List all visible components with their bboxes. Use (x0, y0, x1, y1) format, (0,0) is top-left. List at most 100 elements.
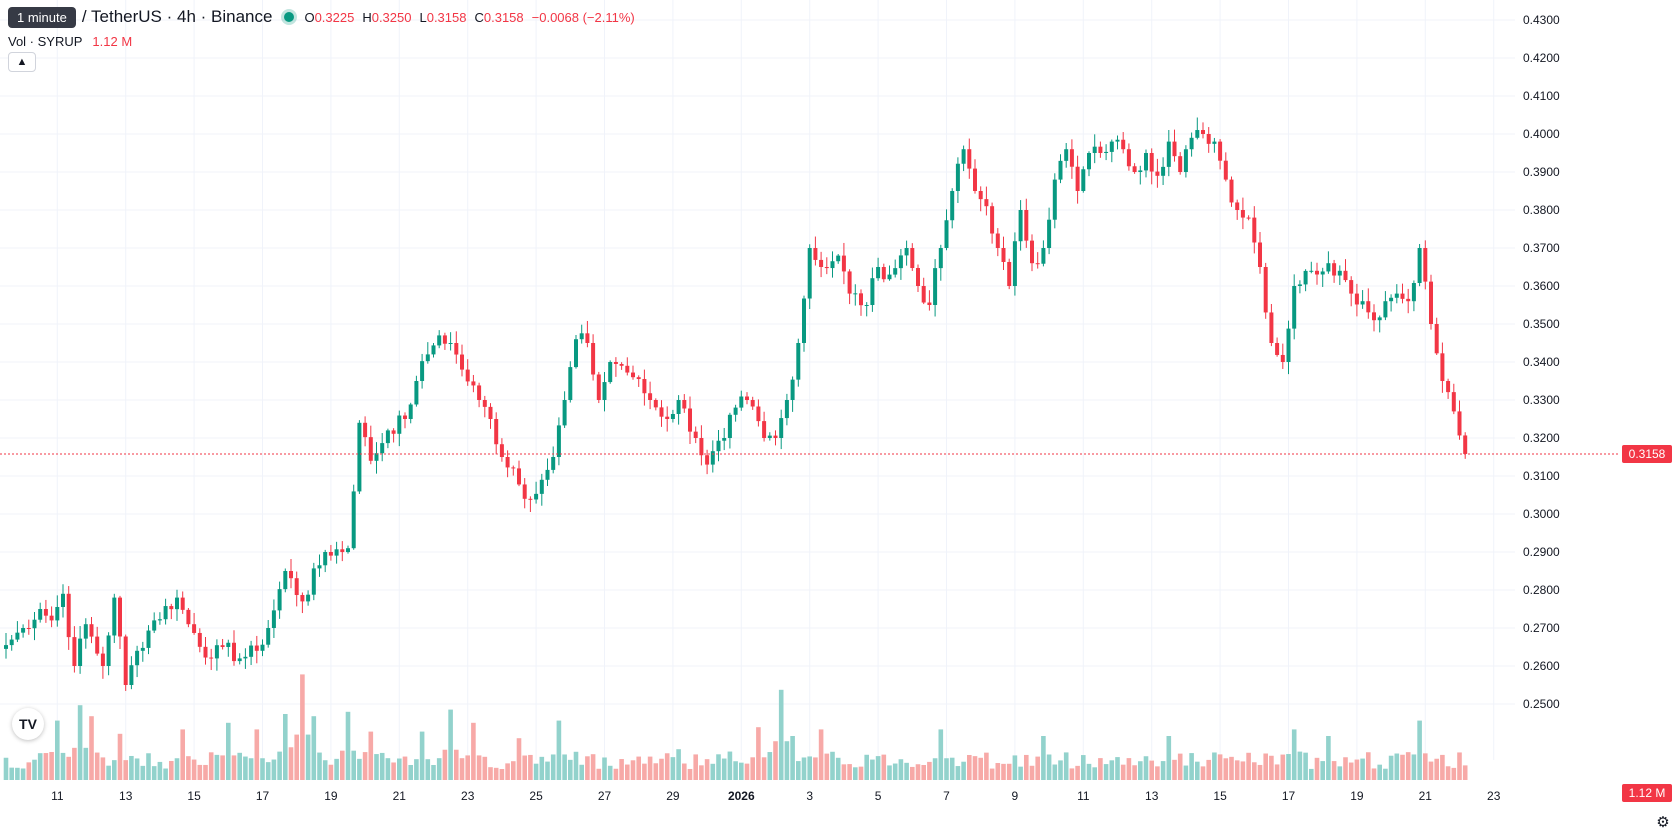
volume-bar (385, 758, 391, 780)
volume-bar (1155, 766, 1160, 780)
volume-bar (32, 759, 37, 780)
candle (482, 395, 487, 418)
volume-bar (585, 756, 590, 780)
candle (636, 375, 641, 387)
volume-bar (910, 766, 915, 780)
candle (1035, 252, 1040, 269)
volume-bar (1172, 759, 1177, 780)
candle (1223, 152, 1228, 182)
candle (796, 338, 801, 387)
candlesticks (4, 117, 1468, 691)
candle (653, 398, 658, 411)
candle (933, 259, 938, 317)
volume-bar (1081, 755, 1086, 780)
volume-bar (448, 709, 453, 780)
candle (613, 357, 618, 377)
volume-bar (163, 768, 168, 780)
candle (1320, 267, 1325, 287)
volume-bar (596, 768, 602, 780)
volume-label[interactable]: Vol · SYRUP (8, 33, 83, 49)
time-tick-label: 15 (1213, 789, 1227, 803)
volume-bar (362, 752, 368, 780)
candle (870, 267, 875, 312)
price-tick-label: 0.4000 (1523, 127, 1560, 141)
gear-icon[interactable]: ⚙ (1656, 814, 1670, 831)
candle (186, 607, 191, 628)
volume-bar (482, 756, 488, 780)
candle (591, 334, 596, 381)
volume-bar (1462, 765, 1468, 780)
candle (1377, 315, 1382, 333)
symbol-title[interactable]: / TetherUS · 4h · Binance (81, 7, 273, 26)
candle (454, 331, 459, 364)
market-status-icon[interactable] (284, 12, 295, 22)
candle (688, 396, 692, 444)
volume-bar (1348, 762, 1354, 780)
volume-bar (807, 756, 812, 780)
volume-bar (682, 763, 687, 780)
candle (670, 409, 675, 423)
volume-bar (556, 720, 562, 780)
volume-bar (1029, 765, 1035, 780)
candle (363, 416, 368, 447)
volume-bar (984, 752, 989, 780)
volume-bar (579, 764, 584, 780)
candle (374, 442, 379, 474)
candle (1155, 158, 1160, 188)
price-tick-label: 0.2900 (1523, 545, 1560, 559)
candle (146, 625, 151, 655)
volume-bar (203, 764, 208, 780)
chevron-up-icon[interactable]: ▲ (8, 52, 36, 72)
candle (169, 603, 174, 620)
volume-bar (197, 764, 203, 780)
candle (836, 254, 841, 264)
volume-bar (186, 756, 191, 780)
volume-bar (476, 755, 482, 780)
volume-bar (328, 764, 334, 780)
candle (123, 634, 128, 691)
volume-bar (841, 764, 847, 780)
candle (699, 425, 704, 466)
volume-bar (43, 753, 49, 780)
volume-bar (858, 766, 864, 780)
candle (1206, 127, 1211, 153)
time-tick-label: 23 (1487, 789, 1501, 803)
tradingview-logo-icon[interactable]: TV (12, 708, 44, 740)
volume-bar (1320, 761, 1325, 780)
price-axis[interactable]: 0.4300 0.4200 0.4100 0.4000 0.3900 0.3800 0.37… (1523, 13, 1560, 711)
time-axis[interactable]: 9111315171921232527292026357911131517192… (0, 789, 1501, 803)
candle (129, 656, 134, 690)
open-value: 0.3225 (314, 9, 355, 25)
candle (944, 209, 949, 251)
volume-bar (818, 729, 824, 780)
candle (1052, 173, 1057, 229)
volume-bar (573, 751, 579, 780)
time-tick-label: 29 (666, 789, 680, 803)
candle (32, 612, 37, 641)
candle (910, 243, 915, 271)
volume-bar (397, 758, 402, 780)
volume-bar (750, 757, 755, 780)
candle (893, 259, 898, 278)
last-volume-text: 1.12 M (1629, 786, 1666, 800)
time-tick-label: 19 (324, 789, 338, 803)
candle (175, 589, 179, 621)
candle (49, 606, 54, 628)
volume-bar (334, 758, 339, 780)
volume-bar (693, 754, 698, 780)
volume-bar (562, 754, 567, 780)
volume-bar (1354, 759, 1360, 780)
candle (1115, 135, 1120, 150)
last-volume-label: 1.12 M (1622, 784, 1672, 802)
candle (1332, 259, 1337, 283)
candle (1229, 176, 1234, 207)
candle (1189, 132, 1194, 157)
volume-bar (602, 757, 607, 780)
volume-bar (568, 759, 573, 780)
candle (220, 638, 225, 650)
time-tick-label: 27 (598, 789, 612, 803)
candle (1354, 283, 1359, 317)
candle (26, 619, 31, 635)
volume-bar (1092, 767, 1097, 780)
